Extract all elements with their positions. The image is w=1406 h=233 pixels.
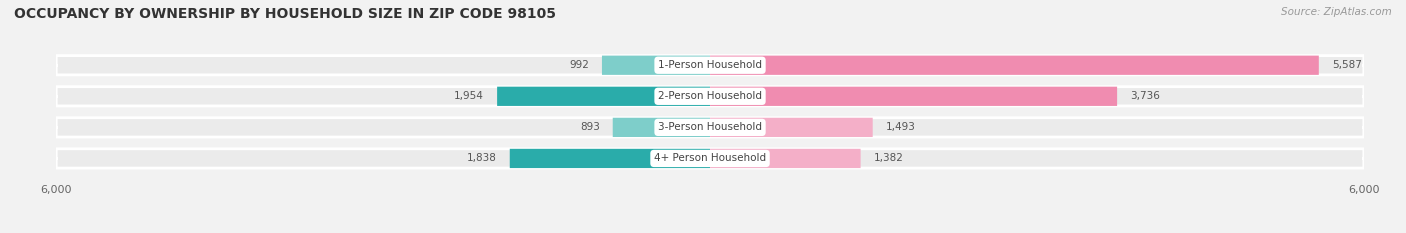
FancyBboxPatch shape bbox=[498, 87, 710, 106]
FancyBboxPatch shape bbox=[613, 118, 710, 137]
Text: 3-Person Household: 3-Person Household bbox=[658, 122, 762, 132]
FancyBboxPatch shape bbox=[56, 149, 1364, 168]
Text: OCCUPANCY BY OWNERSHIP BY HOUSEHOLD SIZE IN ZIP CODE 98105: OCCUPANCY BY OWNERSHIP BY HOUSEHOLD SIZE… bbox=[14, 7, 555, 21]
Text: 3,736: 3,736 bbox=[1130, 91, 1160, 101]
FancyBboxPatch shape bbox=[510, 149, 710, 168]
Text: 5,587: 5,587 bbox=[1331, 60, 1362, 70]
Text: 2-Person Household: 2-Person Household bbox=[658, 91, 762, 101]
Text: 1,493: 1,493 bbox=[886, 122, 915, 132]
Legend: Owner-occupied, Renter-occupied: Owner-occupied, Renter-occupied bbox=[593, 230, 827, 233]
Text: Source: ZipAtlas.com: Source: ZipAtlas.com bbox=[1281, 7, 1392, 17]
FancyBboxPatch shape bbox=[710, 118, 873, 137]
FancyBboxPatch shape bbox=[710, 149, 860, 168]
FancyBboxPatch shape bbox=[56, 56, 1364, 75]
FancyBboxPatch shape bbox=[602, 56, 710, 75]
Text: 4+ Person Household: 4+ Person Household bbox=[654, 154, 766, 163]
FancyBboxPatch shape bbox=[710, 56, 1319, 75]
Text: 1-Person Household: 1-Person Household bbox=[658, 60, 762, 70]
Text: 893: 893 bbox=[579, 122, 599, 132]
Text: 1,382: 1,382 bbox=[873, 154, 904, 163]
FancyBboxPatch shape bbox=[56, 87, 1364, 106]
FancyBboxPatch shape bbox=[710, 87, 1118, 106]
FancyBboxPatch shape bbox=[56, 118, 1364, 137]
Text: 992: 992 bbox=[569, 60, 589, 70]
Text: 1,954: 1,954 bbox=[454, 91, 484, 101]
Text: 1,838: 1,838 bbox=[467, 154, 496, 163]
